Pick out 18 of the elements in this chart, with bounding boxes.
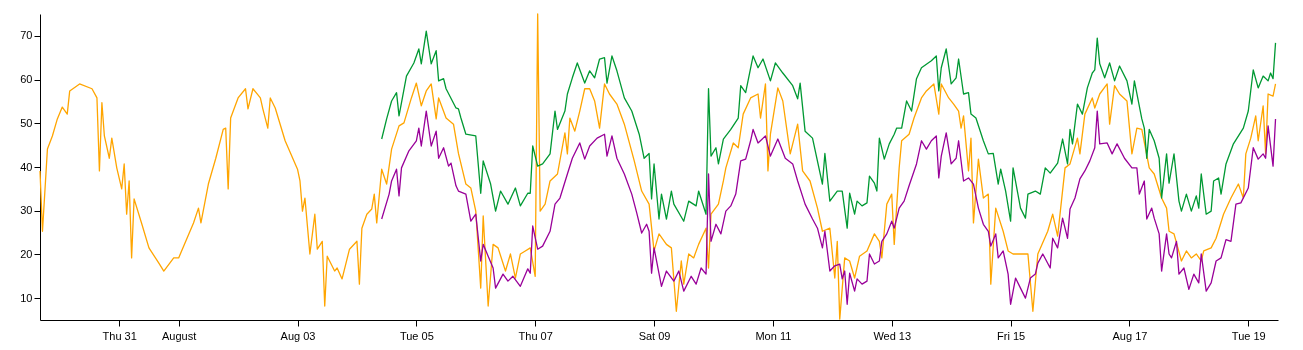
x-tick-label: Thu 07 bbox=[518, 329, 553, 342]
y-tick-label: 10 bbox=[20, 291, 33, 304]
x-tick-label: Aug 17 bbox=[1112, 329, 1148, 342]
y-tick-label: 60 bbox=[20, 73, 33, 86]
x-tick-label: Aug 03 bbox=[280, 329, 316, 342]
y-tick-label: 30 bbox=[20, 204, 33, 217]
x-tick-label: Tue 05 bbox=[399, 329, 434, 342]
x-tick-label: Wed 13 bbox=[873, 329, 912, 342]
x-tick-label: Sat 09 bbox=[638, 329, 671, 342]
x-tick-label: Fri 15 bbox=[997, 329, 1026, 342]
x-tick-label: Mon 11 bbox=[755, 329, 792, 342]
x-tick-label: Thu 31 bbox=[102, 329, 137, 342]
y-tick-label: 50 bbox=[20, 116, 33, 129]
y-tick-label: 20 bbox=[20, 247, 33, 260]
x-tick-label: August bbox=[162, 329, 197, 342]
y-tick-label: 70 bbox=[20, 29, 33, 42]
y-tick-label: 40 bbox=[20, 160, 33, 173]
x-tick-label: Tue 19 bbox=[1231, 329, 1266, 342]
